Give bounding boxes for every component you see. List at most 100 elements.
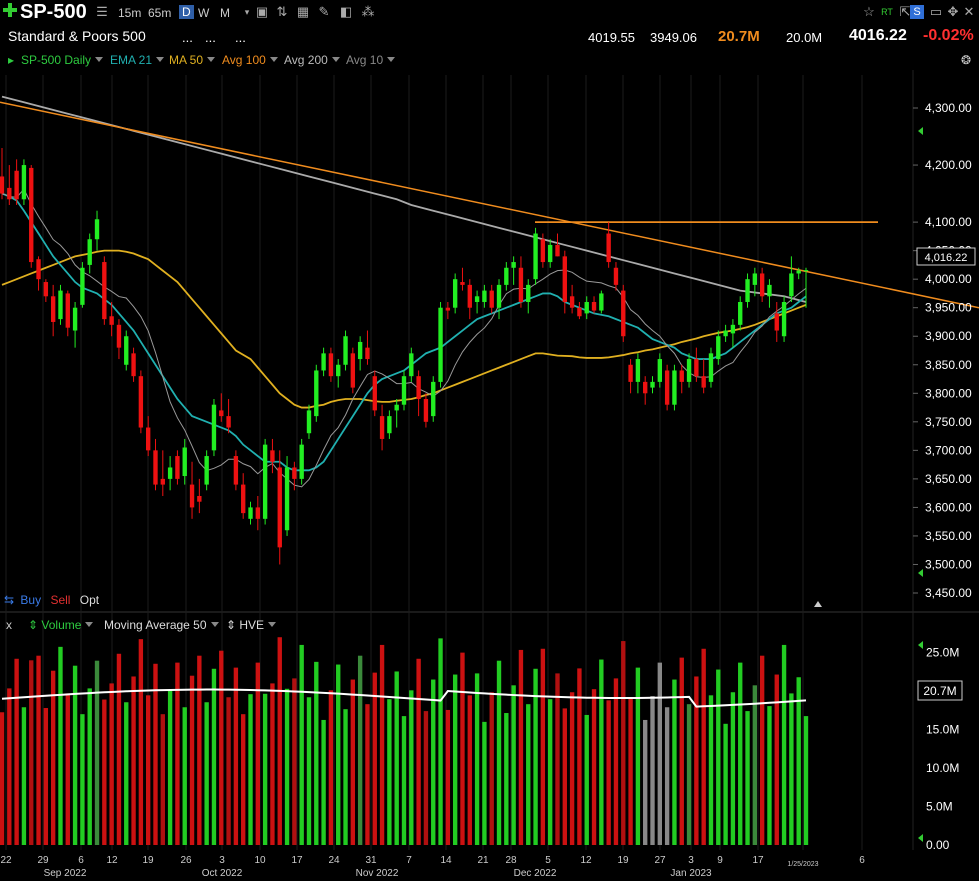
window-icon[interactable]: ▭ (929, 4, 943, 19)
quote-last: 4016.22 (849, 27, 907, 44)
volume-bar (350, 679, 356, 845)
candle-body (387, 416, 392, 434)
palette-icon[interactable]: ❂ (961, 53, 972, 67)
candle-body (87, 239, 92, 265)
quote-dots-2: ... (205, 30, 216, 45)
order-icon[interactable]: ⇆ (4, 593, 15, 607)
candle-body (80, 267, 85, 305)
header-toolbar: SP-500 ☰ 15m 65m D W M ▾ ▣ ⇅ ▦ ✎ ◧ ⁂ ☆ R… (0, 0, 979, 26)
s-badge[interactable]: S (910, 5, 924, 19)
add-symbol-icon[interactable] (3, 3, 17, 17)
volume-bar (94, 660, 100, 845)
legend-item-daily[interactable]: SP-500 Daily (21, 53, 104, 67)
legend-item-avg100[interactable]: Avg 100 (222, 53, 278, 67)
candle-body (716, 336, 721, 360)
volume-bar (621, 641, 626, 845)
candle-body (58, 290, 63, 320)
date-tick-label: 17 (752, 855, 764, 866)
candle-body (175, 456, 180, 479)
volume-bar (738, 662, 743, 845)
volume-bar (175, 662, 180, 845)
candle-body (489, 290, 494, 308)
chart-type-icon[interactable]: ▣ (255, 4, 269, 19)
pin-icon[interactable]: ⇱ (899, 4, 911, 19)
legend-item-ma50[interactable]: MA 50 (169, 53, 216, 67)
timeframe-65m[interactable]: 65m (148, 6, 172, 20)
layers-icon[interactable]: ◧ (339, 4, 353, 19)
volume-bar (211, 668, 217, 845)
candle-body (343, 336, 348, 365)
volume-bar (431, 679, 436, 845)
volume-bar (445, 709, 451, 845)
volume-legend: x ⇕ Volume Moving Average 50 ⇕ HVE (0, 615, 979, 635)
volume-bar (723, 723, 728, 845)
timeframe-weekly[interactable]: W (198, 6, 210, 20)
month-label: Jan 2023 (670, 868, 712, 879)
date-tick-label: 14 (440, 855, 452, 866)
candle-body (650, 381, 655, 388)
legend-item-ema21[interactable]: EMA 21 (110, 53, 165, 67)
volume-bar (197, 655, 202, 845)
sell-button[interactable]: Sell (50, 593, 71, 607)
close-icon[interactable]: ✕ (963, 4, 975, 19)
volume-bar (314, 661, 319, 845)
compare-icon[interactable]: ⇅ (276, 4, 288, 19)
draw-pencil-icon[interactable]: ✎ (318, 4, 330, 19)
volume-bar (767, 706, 772, 845)
dropdown-icon[interactable]: ▾ (244, 7, 250, 17)
symbol-title[interactable]: SP-500 (20, 1, 87, 23)
candle-body (635, 359, 641, 382)
candle-body (328, 353, 334, 377)
move-icon[interactable]: ✥ (947, 4, 959, 19)
opt-button[interactable]: Opt (79, 593, 100, 607)
list-icon[interactable]: ☰ (96, 4, 108, 19)
volume-bar (562, 708, 567, 845)
volume-legend-hve[interactable]: ⇕ HVE (226, 618, 277, 632)
volume-bar (409, 690, 414, 845)
volume-bar (226, 697, 231, 845)
candle-body (284, 467, 290, 531)
volume-bar (584, 714, 589, 845)
quote-change: -0.02% (923, 27, 974, 44)
candle-body (767, 284, 772, 297)
volume-legend-ma50[interactable]: Moving Average 50 (104, 618, 219, 632)
share-icon[interactable]: ⁂ (361, 4, 375, 19)
volume-bar (635, 667, 641, 845)
candle-body (160, 478, 165, 485)
volume-bar (460, 652, 465, 845)
timeframe-daily[interactable]: D (179, 5, 194, 19)
volume-legend-volume[interactable]: ⇕ Volume (28, 618, 94, 632)
volume-bar (357, 655, 363, 845)
volume-bar (21, 707, 27, 845)
legend-item-avg10[interactable]: Avg 10 (346, 53, 396, 67)
volume-ma-line (1, 688, 807, 708)
star-icon[interactable]: ☆ (863, 4, 875, 19)
rt-badge[interactable]: RT (881, 7, 893, 17)
date-tick-label: 3 (219, 855, 225, 866)
date-tick-label: 1/25/2023 (787, 861, 818, 868)
volume-bar (102, 699, 107, 845)
ema21-line (1, 192, 807, 472)
timeframe-15m[interactable]: 15m (118, 6, 142, 20)
volume-pane-close[interactable]: x (6, 618, 12, 632)
price-tick-label: 3,600.00 (925, 500, 972, 514)
candle-body (43, 282, 49, 297)
volume-bar (131, 676, 136, 845)
grid-icon[interactable]: ▦ (296, 4, 310, 19)
candle-body (145, 427, 151, 451)
candle-body (467, 284, 472, 308)
candle-body (584, 302, 589, 314)
volume-bar (50, 670, 56, 845)
volume-bar (321, 719, 326, 845)
legend-item-avg200[interactable]: Avg 200 (284, 53, 340, 67)
volume-bar (781, 644, 787, 845)
date-tick-label: 6 (859, 855, 865, 866)
buy-button[interactable]: Buy (20, 593, 42, 607)
volume-bar (189, 675, 195, 845)
legend-close-sma[interactable]: ▸ (8, 53, 15, 67)
candle-body (65, 293, 70, 328)
volume-bar (116, 653, 122, 845)
timeframe-monthly[interactable]: M (220, 6, 230, 20)
candle-body (686, 359, 692, 382)
